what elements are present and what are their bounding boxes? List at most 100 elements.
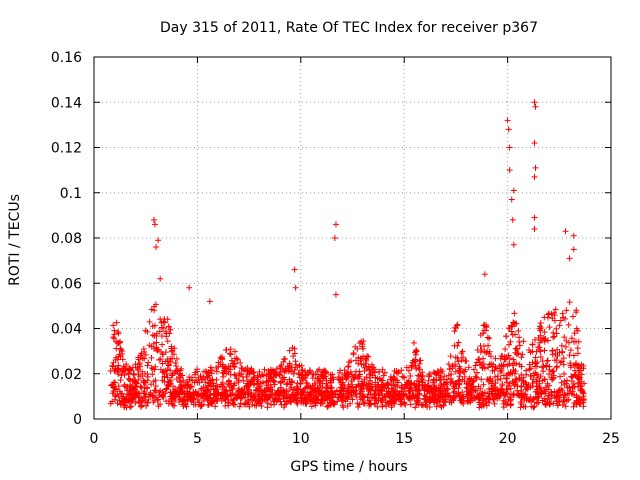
- axis-ticks: 0 5 10 15 20 25 0 0.02 0.04 0.06 0.08 0.1 0.12 0.14 0.…: [51, 50, 620, 447]
- data-point: [549, 369, 556, 375]
- data-point: [344, 395, 351, 402]
- data-point: [372, 388, 379, 395]
- data-point: [467, 376, 474, 383]
- data-point: [338, 392, 345, 399]
- data-point: [573, 392, 580, 399]
- data-point: [241, 401, 248, 408]
- data-point: [468, 391, 475, 398]
- data-point: [537, 332, 544, 339]
- data-point: [550, 368, 557, 375]
- data-point: [516, 392, 523, 399]
- data-point: [281, 368, 288, 375]
- data-point: [554, 402, 561, 409]
- data-point: [111, 335, 118, 342]
- data-point: [553, 330, 560, 337]
- data-point: [563, 307, 570, 314]
- x-axis-label: GPS time / hours: [290, 459, 407, 475]
- data-point: [286, 376, 293, 383]
- data-point: [192, 388, 199, 395]
- data-point: [568, 374, 575, 381]
- data-point: [380, 384, 387, 391]
- data-point: [491, 400, 498, 407]
- data-point: [115, 366, 122, 373]
- data-point: [126, 377, 133, 384]
- data-point: [445, 372, 452, 379]
- data-point: [451, 342, 458, 349]
- data-point: [477, 385, 484, 392]
- data-point: [520, 338, 527, 345]
- data-point: [200, 390, 207, 397]
- data-point: [204, 388, 211, 395]
- data-point: [375, 392, 382, 399]
- data-point: [561, 334, 568, 341]
- data-point: [319, 384, 326, 391]
- data-point: [437, 385, 444, 392]
- data-point: [199, 376, 206, 383]
- data-point: [339, 376, 346, 383]
- data-point: [188, 374, 195, 381]
- data-point: [165, 323, 172, 330]
- data-point: [152, 383, 159, 390]
- data-point: [337, 379, 344, 386]
- x-tick-label: 10: [292, 431, 310, 447]
- data-point: [256, 396, 263, 403]
- data-point: [115, 383, 122, 390]
- data-point: [352, 387, 359, 394]
- data-point: [233, 375, 240, 382]
- data-point: [152, 301, 159, 308]
- data-point: [127, 388, 134, 395]
- data-point: [390, 382, 397, 389]
- data-point: [176, 370, 183, 377]
- data-point: [557, 317, 564, 324]
- data-point: [359, 345, 366, 352]
- data-point: [159, 360, 166, 367]
- data-point: [226, 350, 233, 357]
- data-point: [445, 361, 452, 368]
- data-point: [549, 347, 556, 354]
- data-point: [563, 337, 570, 344]
- data-point: [253, 381, 260, 388]
- data-point: [566, 255, 573, 262]
- data-point: [509, 331, 516, 338]
- data-point: [325, 389, 332, 396]
- data-point: [124, 367, 131, 374]
- data-point: [485, 394, 492, 401]
- data-point: [204, 382, 211, 389]
- data-point: [548, 388, 555, 395]
- data-point: [498, 365, 505, 372]
- data-point: [151, 366, 158, 373]
- data-point: [405, 367, 412, 374]
- data-point: [181, 390, 188, 397]
- data-point: [350, 373, 357, 380]
- data-point: [149, 371, 156, 378]
- data-point: [238, 393, 245, 400]
- data-point: [517, 404, 524, 411]
- data-point: [227, 351, 234, 358]
- data-point: [510, 241, 517, 248]
- data-point: [379, 390, 386, 397]
- data-point: [217, 384, 224, 391]
- data-point: [509, 370, 516, 377]
- data-point: [145, 396, 152, 403]
- data-point: [510, 366, 517, 373]
- data-point: [235, 387, 242, 394]
- data-point: [134, 364, 141, 371]
- data-point: [480, 322, 487, 329]
- data-point: [520, 374, 527, 381]
- data-point: [314, 368, 321, 375]
- data-point: [150, 216, 157, 223]
- data-point: [506, 144, 513, 151]
- data-point: [376, 368, 383, 375]
- data-point: [531, 225, 538, 232]
- data-point: [499, 353, 506, 360]
- data-point: [186, 284, 193, 291]
- data-point: [307, 390, 314, 397]
- data-point: [288, 364, 295, 371]
- data-point: [546, 382, 553, 389]
- data-point: [170, 390, 177, 397]
- data-point: [230, 360, 237, 367]
- data-point: [535, 344, 542, 351]
- data-point: [233, 355, 240, 362]
- data-point: [537, 353, 544, 360]
- data-point: [562, 403, 569, 410]
